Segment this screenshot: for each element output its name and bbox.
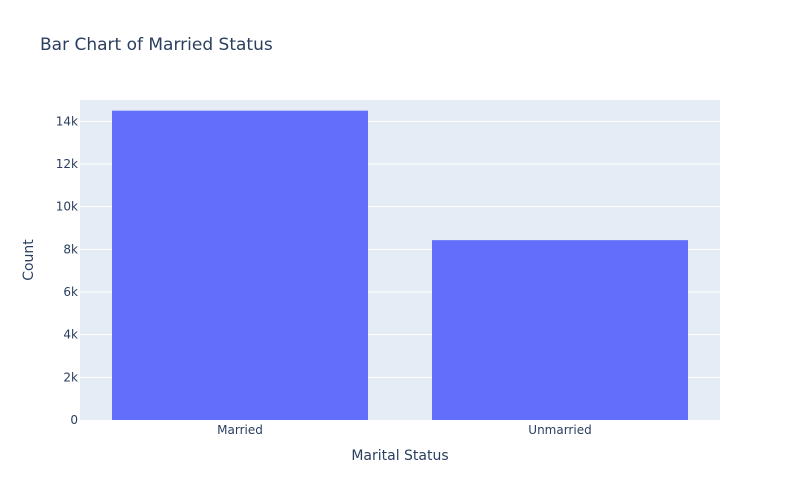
y-tick-label: 8k	[63, 242, 78, 256]
x-axis-ticks: Married Unmarried	[217, 423, 592, 437]
x-tick-label: Married	[217, 423, 263, 437]
y-tick-label: 0	[70, 413, 78, 427]
bar-married[interactable]	[112, 110, 368, 421]
bars	[112, 110, 688, 421]
x-tick-label: Unmarried	[528, 423, 591, 437]
y-axis-title: Count	[21, 239, 37, 281]
y-tick-label: 14k	[56, 114, 78, 128]
y-tick-label: 10k	[56, 200, 78, 214]
y-tick-label: 6k	[63, 285, 78, 299]
bar-unmarried[interactable]	[432, 240, 688, 420]
y-axis-ticks: 0 2k 4k 6k 8k 10k 12k 14k	[56, 114, 78, 427]
y-tick-label: 4k	[63, 328, 78, 342]
y-tick-label: 2k	[63, 370, 78, 384]
y-tick-label: 12k	[56, 157, 78, 171]
chart-title: Bar Chart of Married Status	[40, 35, 273, 55]
x-axis-title: Marital Status	[351, 448, 448, 464]
